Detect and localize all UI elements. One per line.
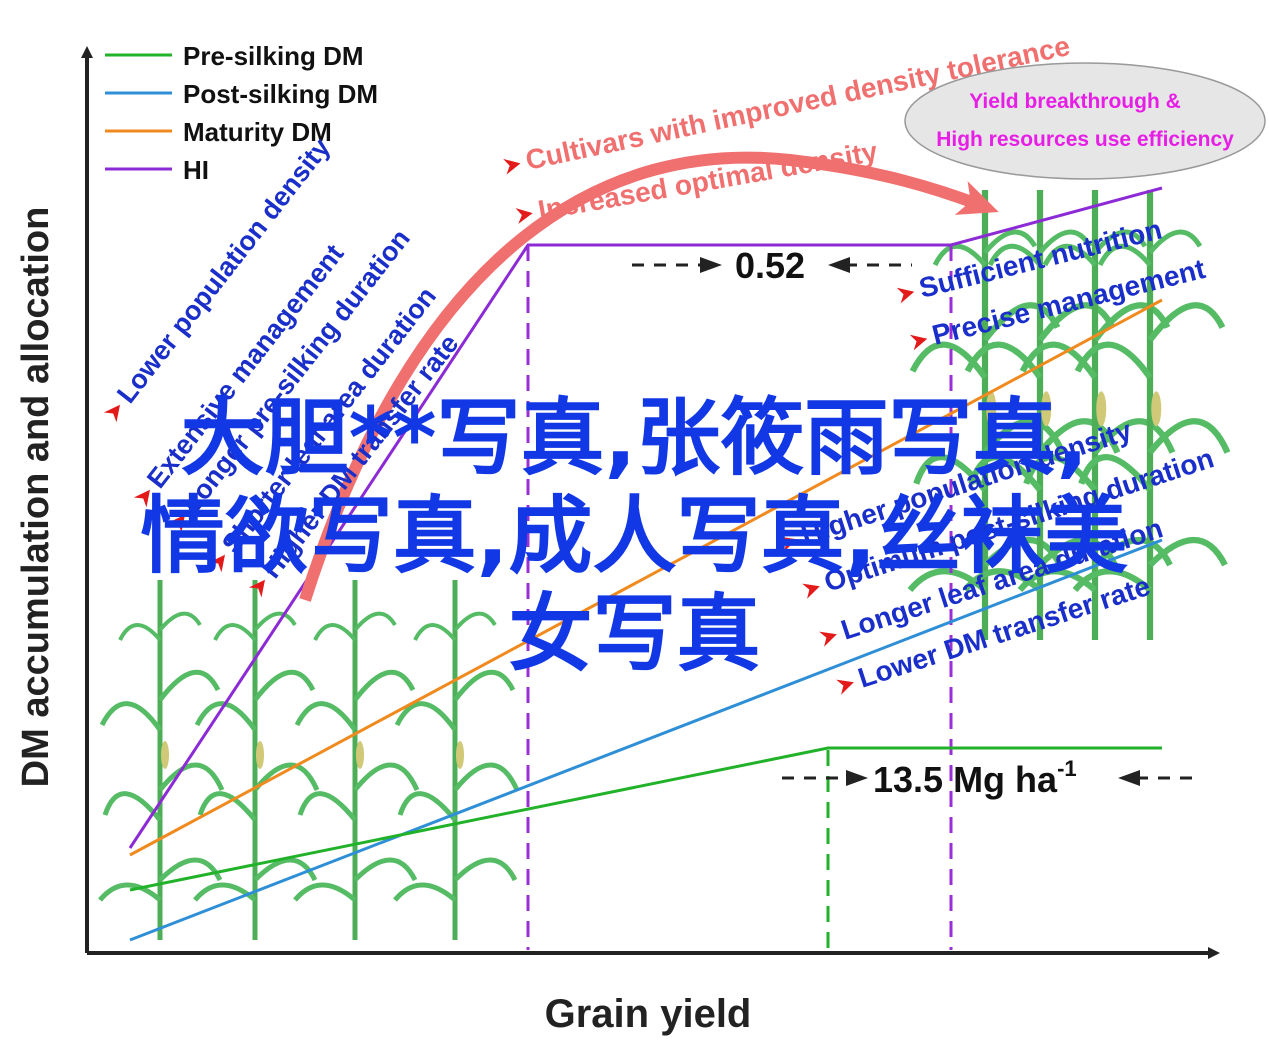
yield-gap-text: 13.5 Mg ha [873,759,1058,800]
caption-bullet-icon [503,158,521,175]
yield-gap-value: 13.5 Mg ha-1 [873,756,1077,800]
bullet-icon [896,287,915,304]
overlay-text-line-1: 大胆**写真,张筱雨写真, [180,389,1089,487]
bullet-icon [168,514,186,533]
ellipse-line-2: High resources use efficiency [936,128,1234,151]
yield-gap-superscript: -1 [1057,756,1077,781]
right-factors-top: Sufficient nutrition Precise management [896,214,1208,351]
curved-arrow [299,151,999,602]
bullet-icon [248,579,266,598]
bullet-icon [103,404,121,423]
legend-label-pre-silking: Pre-silking DM [183,41,364,71]
legend-label-hi: HI [183,155,209,185]
y-axis-label: DM accumulation and allocation [15,207,57,788]
ellipse-line-1: Yield breakthrough & [969,90,1181,113]
bullet-icon [208,554,226,573]
line-maturity-dm [129,298,1163,857]
line-pre-silking-dm [129,746,1162,892]
bullet-icon [779,536,797,552]
arrow-left-icon [1118,770,1140,786]
arrow-right-icon [700,257,722,273]
yield-breakthrough-ellipse [904,62,1266,180]
bullet-icon [909,334,928,351]
legend: Pre-silking DM Post-silking DM Maturity … [105,41,378,185]
bullet-icon [802,583,820,599]
legend-label-post-silking: Post-silking DM [183,79,378,109]
caption-bullet-icon [515,208,533,224]
hi-gap-annotation: 0.52 [632,245,912,286]
overlay-text-line-3: 女写真 [508,585,761,683]
legend-label-maturity: Maturity DM [183,117,332,147]
bullet-icon [819,631,837,647]
hi-gap-value: 0.52 [735,245,805,286]
arrow-right-icon [846,770,868,786]
bullet-icon [133,489,151,508]
x-axis-label: Grain yield [545,992,752,1036]
yield-gap-annotation: 13.5 Mg ha-1 [782,756,1200,800]
overlay-text-line-2: 情欲写真,成人写真,丝袜美 [140,487,1129,585]
line-post-silking-dm [129,538,1163,942]
arrow-left-icon [828,257,850,273]
bullet-icon [836,679,854,695]
